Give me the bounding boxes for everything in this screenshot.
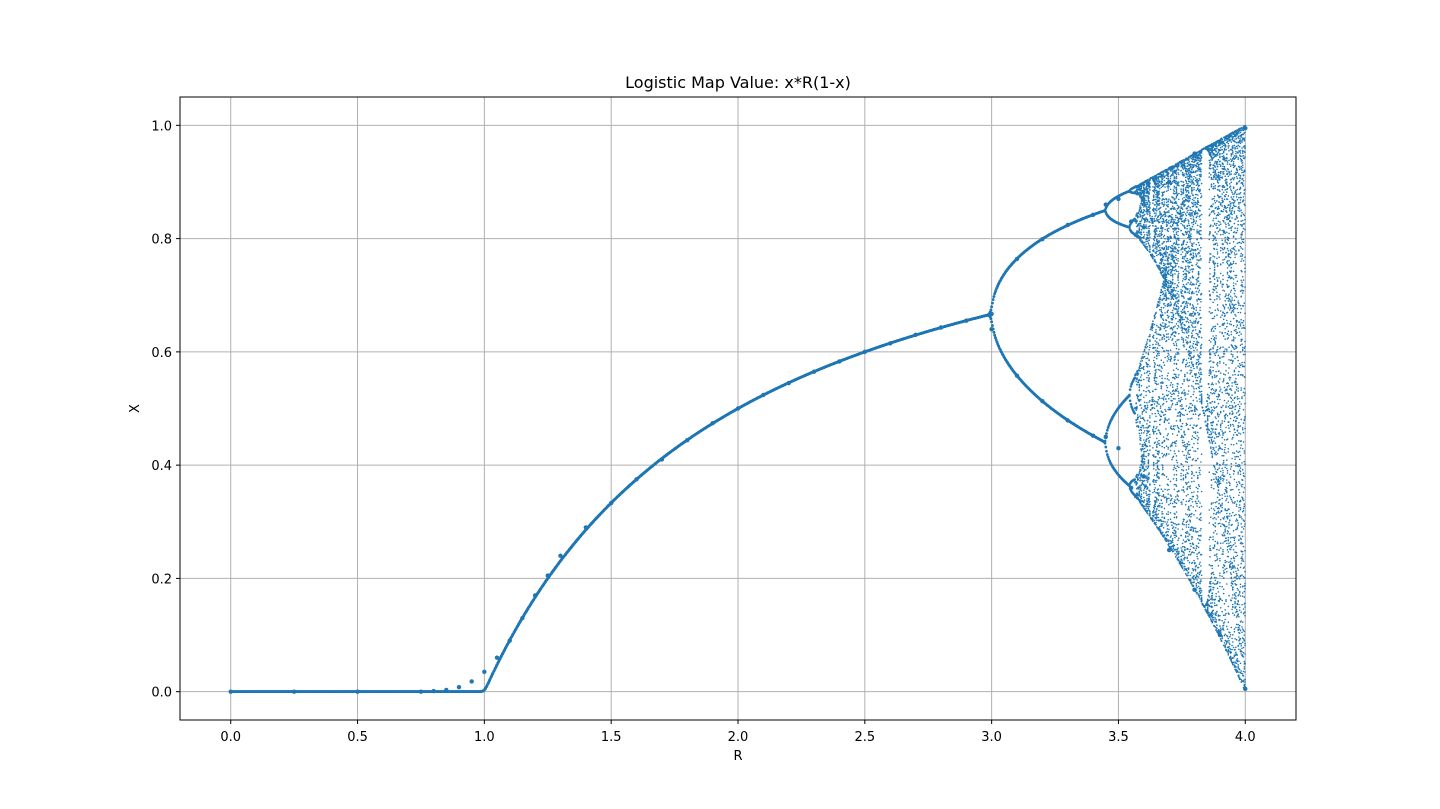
grid	[180, 97, 1296, 720]
data-point	[558, 553, 563, 558]
scatter-points	[228, 124, 1248, 694]
data-point	[456, 684, 462, 690]
data-point	[469, 679, 474, 684]
data-point	[494, 655, 500, 660]
data-point	[482, 669, 487, 675]
data-point	[1116, 445, 1121, 451]
